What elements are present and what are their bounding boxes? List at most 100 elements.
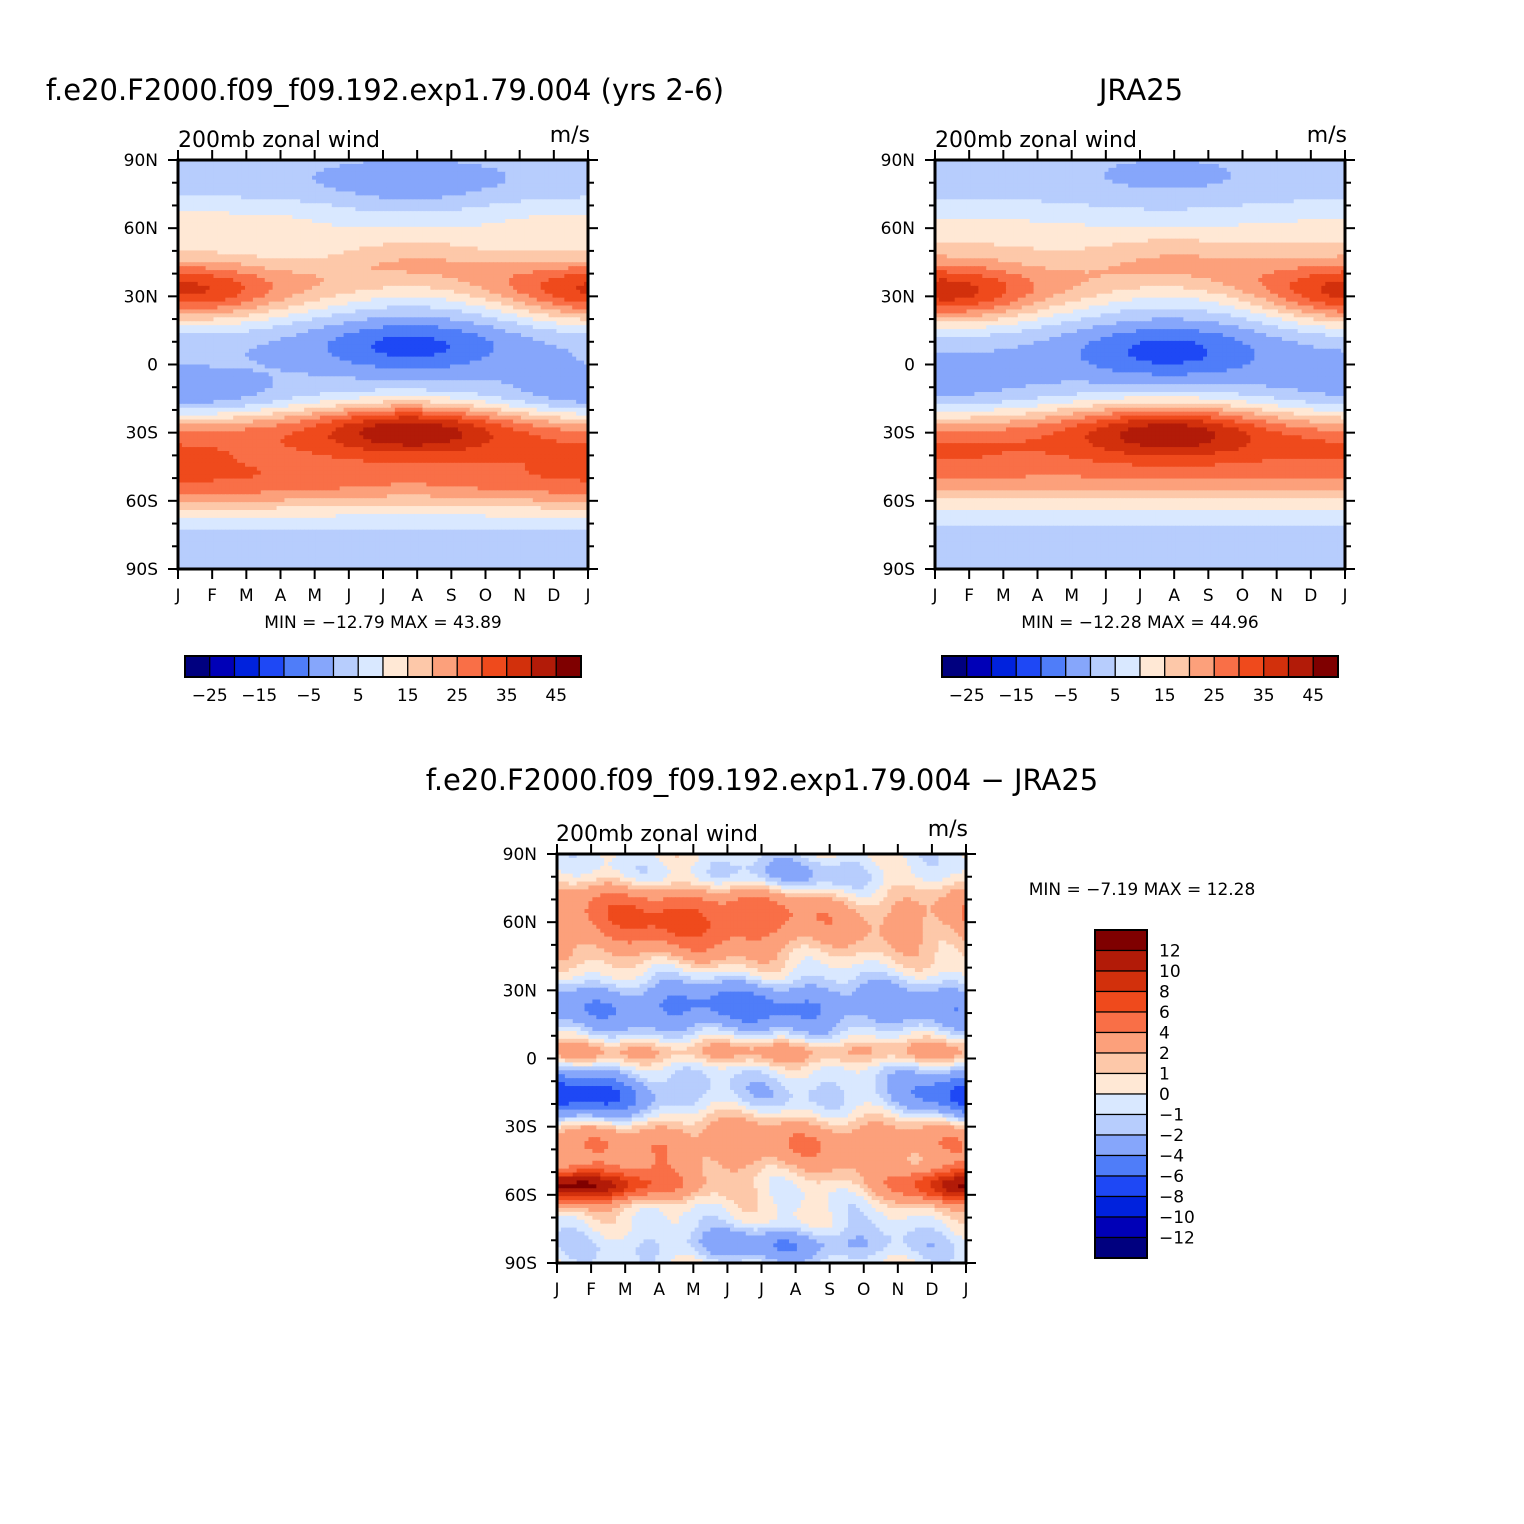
field-cell (233, 230, 238, 236)
field-cell (422, 344, 427, 350)
field-cell (201, 179, 207, 185)
field-cell (359, 222, 364, 228)
field-cell (264, 211, 270, 216)
field-cell (509, 203, 514, 208)
field-cell (280, 199, 286, 204)
field-cell (497, 230, 502, 236)
field-cell (347, 246, 353, 252)
field-cell (548, 313, 554, 318)
field-cell (501, 317, 506, 322)
field-cell (406, 160, 412, 165)
field-cell (221, 329, 226, 334)
field-cell (572, 222, 577, 228)
field-cell (442, 211, 447, 216)
field-cell (442, 297, 447, 303)
field-cell (351, 270, 356, 275)
field-cell (185, 293, 191, 299)
field-cell (584, 195, 589, 200)
field-cell (406, 325, 412, 330)
field-cell (197, 329, 203, 334)
field-cell (288, 258, 293, 263)
field-cell (355, 321, 360, 326)
field-cell (517, 340, 522, 346)
field-cell (363, 199, 368, 204)
field-cell (434, 171, 439, 177)
field-cell (209, 163, 215, 169)
field-cell (209, 254, 215, 259)
field-cell (233, 333, 238, 338)
field-cell (351, 218, 356, 224)
field-cell (229, 160, 234, 165)
field-cell (536, 293, 542, 299)
field-cell (536, 309, 542, 314)
field-cell (410, 187, 416, 193)
field-cell (473, 266, 479, 271)
field-cell (548, 274, 554, 279)
field-cell (268, 317, 274, 322)
field-cell (532, 167, 538, 173)
field-cell (288, 250, 293, 255)
field-cell (457, 250, 463, 255)
field-cell (453, 171, 459, 177)
field-cell (430, 274, 435, 279)
field-cell (572, 199, 577, 204)
field-cell (383, 325, 388, 330)
field-cell (205, 309, 211, 314)
field-cell (386, 329, 392, 334)
field-cell (296, 207, 301, 212)
field-cell (312, 309, 317, 314)
field-cell (245, 333, 250, 338)
field-cell (560, 277, 565, 283)
field-cell (312, 191, 317, 196)
field-cell (469, 262, 475, 267)
field-cell (300, 222, 305, 228)
field-cell (347, 321, 353, 326)
field-cell (485, 226, 491, 232)
field-cell (477, 317, 483, 322)
field-cell (556, 344, 561, 350)
field-cell (509, 254, 514, 259)
field-cell (418, 270, 424, 275)
field-cell (501, 163, 506, 169)
field-cell (572, 285, 577, 291)
field-cell (300, 203, 305, 208)
field-cell (217, 187, 222, 193)
field-cell (564, 277, 569, 283)
field-cell (252, 344, 258, 350)
field-cell (193, 277, 199, 283)
field-cell (209, 160, 215, 165)
field-cell (209, 301, 215, 307)
field-cell (544, 163, 550, 169)
field-cell (375, 344, 380, 350)
field-cell (225, 289, 230, 295)
field-cell (564, 289, 569, 295)
field-cell (576, 246, 581, 252)
field-cell (181, 226, 187, 232)
field-cell (418, 234, 424, 240)
field-cell (300, 340, 305, 346)
field-cell (379, 171, 384, 177)
field-cell (505, 230, 510, 236)
field-cell (584, 281, 589, 287)
field-cell (453, 333, 459, 338)
field-cell (402, 242, 408, 248)
field-cell (568, 215, 573, 220)
field-cell (233, 246, 238, 252)
field-cell (457, 329, 463, 334)
field-cell (343, 344, 349, 350)
field-cell (430, 321, 435, 326)
field-cell (197, 218, 203, 224)
field-cell (355, 215, 360, 220)
field-cell (292, 179, 297, 185)
field-cell (556, 266, 561, 271)
field-cell (181, 238, 187, 244)
field-cell (513, 340, 518, 346)
field-cell (536, 218, 542, 224)
field-cell (351, 187, 356, 193)
field-cell (268, 305, 274, 311)
field-cell (296, 321, 301, 326)
field-cell (469, 246, 475, 252)
field-cell (552, 313, 558, 318)
field-cell (426, 289, 431, 295)
